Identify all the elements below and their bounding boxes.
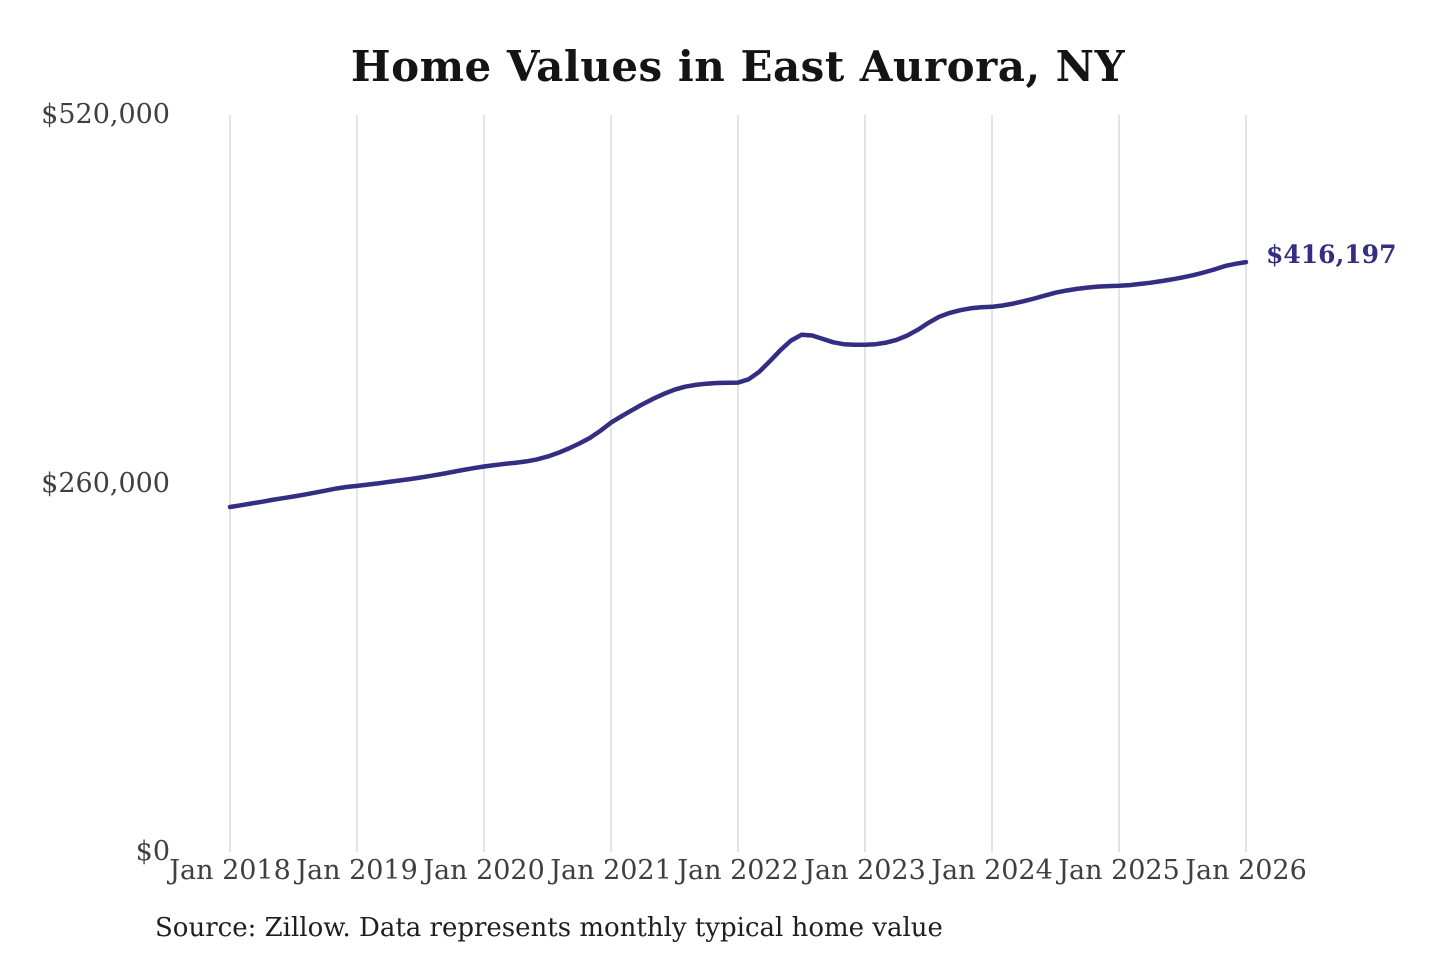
home-value-line [227, 259, 1249, 510]
x-tick-label: Jan 2026 [1185, 855, 1307, 886]
x-tick-label: Jan 2023 [804, 855, 926, 886]
x-tick-label: Jan 2021 [550, 855, 672, 886]
y-tick-label: $520,000 [41, 99, 170, 130]
x-tick-label: Jan 2018 [169, 855, 291, 886]
end-value-label: $416,197 [1266, 240, 1397, 270]
chart-title: Home Values in East Aurora, NY [350, 42, 1126, 91]
x-tick-label: Jan 2019 [296, 855, 418, 886]
x-tick-label: Jan 2020 [423, 855, 545, 886]
x-tick-label: Jan 2025 [1058, 855, 1180, 886]
y-tick-label: $0 [135, 836, 170, 867]
year-gridlines [229, 115, 1247, 852]
x-tick-label: Jan 2024 [931, 855, 1053, 886]
x-tick-label: Jan 2022 [677, 855, 799, 886]
y-tick-label: $260,000 [41, 467, 170, 499]
source-note: Source: Zillow. Data represents monthly … [155, 913, 943, 943]
